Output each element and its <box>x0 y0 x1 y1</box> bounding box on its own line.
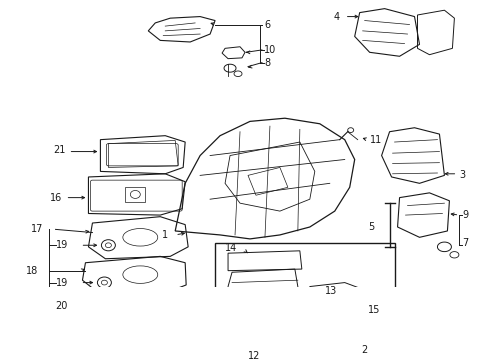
Text: 18: 18 <box>25 266 38 276</box>
Text: 11: 11 <box>369 135 382 145</box>
Text: 20: 20 <box>55 301 68 311</box>
Text: 5: 5 <box>368 222 375 232</box>
Text: 6: 6 <box>264 19 270 30</box>
Text: 7: 7 <box>463 238 468 248</box>
Text: 16: 16 <box>50 193 63 203</box>
Text: 4: 4 <box>334 12 340 22</box>
Text: 14: 14 <box>225 243 237 253</box>
Text: 10: 10 <box>264 45 276 55</box>
Text: 19: 19 <box>55 240 68 250</box>
Text: 13: 13 <box>325 285 337 296</box>
Text: 15: 15 <box>368 305 380 315</box>
Text: 21: 21 <box>53 145 66 155</box>
Text: 12: 12 <box>248 351 260 360</box>
Text: 3: 3 <box>460 170 465 180</box>
Text: 9: 9 <box>463 210 468 220</box>
Text: 19: 19 <box>55 278 68 288</box>
Text: 17: 17 <box>30 224 43 234</box>
Bar <box>215 243 394 338</box>
Text: 1: 1 <box>162 230 169 240</box>
Text: 2: 2 <box>362 345 368 355</box>
Text: 8: 8 <box>264 58 270 68</box>
Bar <box>125 187 145 202</box>
